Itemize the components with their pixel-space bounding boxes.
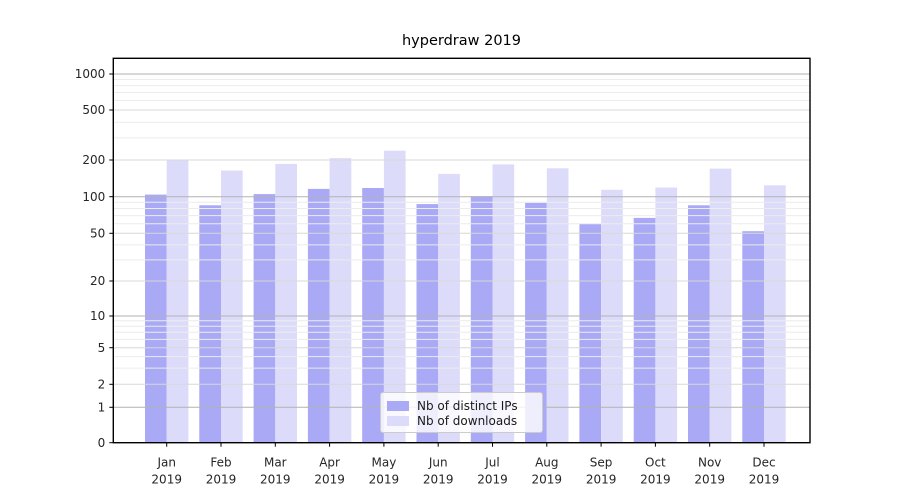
bar-downloads-jul bbox=[492, 164, 515, 443]
legend-item-downloads: Nb of downloads bbox=[387, 413, 534, 428]
legend-item-distinct-ips: Nb of distinct IPs bbox=[387, 398, 534, 413]
x-tick-label-jul: Jul 2019 bbox=[477, 456, 508, 487]
bar-downloads-mar bbox=[275, 163, 297, 443]
bar-distinct-ips-mar bbox=[253, 194, 276, 443]
y-tick-label-1: 1 bbox=[98, 401, 106, 415]
legend-swatch-downloads-icon bbox=[387, 415, 409, 426]
y-tick-label-10: 10 bbox=[90, 309, 105, 323]
y-tick-label-100: 100 bbox=[82, 190, 105, 204]
bar-downloads-jun bbox=[438, 173, 460, 443]
x-tick-label-jun: Jun 2019 bbox=[423, 456, 454, 487]
x-tick-label-aug: Aug 2019 bbox=[532, 456, 563, 487]
x-tick-label-nov: Nov 2019 bbox=[694, 456, 725, 487]
x-tick-label-sep: Sep 2019 bbox=[586, 456, 617, 487]
bar-distinct-ips-oct bbox=[633, 217, 656, 443]
bar-distinct-ips-aug bbox=[525, 202, 547, 443]
bar-distinct-ips-dec bbox=[742, 231, 764, 443]
x-tick-label-feb: Feb 2019 bbox=[206, 456, 237, 487]
x-tick-label-oct: Oct 2019 bbox=[640, 456, 671, 487]
bar-downloads-feb bbox=[221, 170, 243, 443]
y-tick-label-500: 500 bbox=[82, 103, 105, 117]
plot-border bbox=[112, 57, 811, 444]
bar-distinct-ips-sep bbox=[579, 223, 602, 443]
y-tick-label-50: 50 bbox=[90, 227, 105, 241]
x-tick-label-jan: Jan 2019 bbox=[151, 456, 182, 487]
x-tick-label-mar: Mar 2019 bbox=[260, 456, 291, 487]
bar-downloads-oct bbox=[655, 187, 678, 443]
bar-distinct-ips-nov bbox=[688, 205, 710, 443]
y-tick-label-20: 20 bbox=[90, 274, 105, 288]
legend-label-distinct-ips: Nb of distinct IPs bbox=[417, 398, 518, 413]
bar-downloads-aug bbox=[546, 168, 569, 443]
bar-downloads-apr bbox=[329, 158, 352, 443]
bar-distinct-ips-feb bbox=[199, 205, 221, 443]
bar-downloads-nov bbox=[709, 168, 732, 443]
bar-distinct-ips-jun bbox=[416, 204, 439, 443]
x-tick-label-dec: Dec 2019 bbox=[749, 456, 780, 487]
y-tick-label-5: 5 bbox=[98, 341, 106, 355]
y-tick-label-0: 0 bbox=[98, 436, 106, 450]
x-tick-label-apr: Apr 2019 bbox=[314, 456, 345, 487]
y-tick-label-2: 2 bbox=[98, 378, 106, 392]
bar-distinct-ips-jul bbox=[470, 196, 493, 443]
bar-downloads-jan bbox=[166, 160, 189, 443]
chart-legend: Nb of distinct IPs Nb of downloads bbox=[380, 392, 543, 433]
bar-distinct-ips-may bbox=[362, 188, 384, 443]
bar-distinct-ips-jan bbox=[145, 194, 167, 443]
x-tick-label-may: May 2019 bbox=[369, 456, 400, 487]
chart-title: hyperdraw 2019 bbox=[401, 33, 522, 49]
legend-swatch-distinct-ips-icon bbox=[387, 400, 409, 411]
y-tick-label-200: 200 bbox=[82, 153, 105, 167]
y-tick-label-1000: 1000 bbox=[75, 67, 106, 81]
legend-label-downloads: Nb of downloads bbox=[417, 413, 518, 428]
bar-downloads-dec bbox=[764, 185, 786, 443]
